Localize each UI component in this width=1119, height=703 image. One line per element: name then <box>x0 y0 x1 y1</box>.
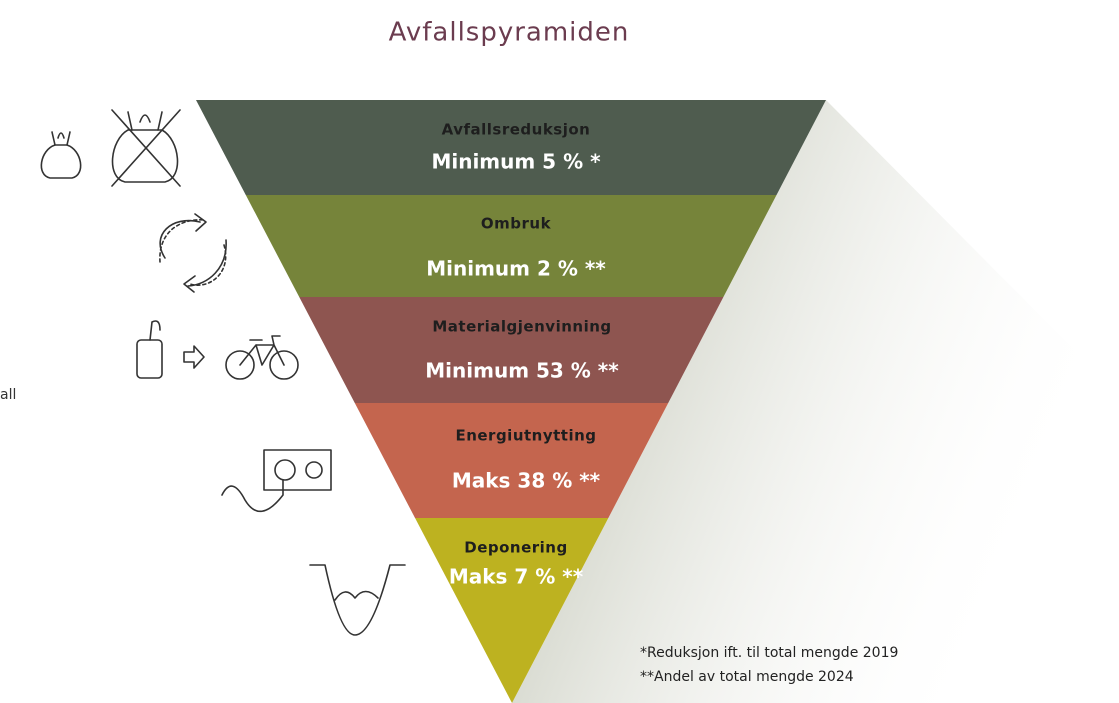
level-label: Minimum 5 % * <box>431 150 601 174</box>
pyramid-level <box>415 518 609 703</box>
pyramid: Avfallsreduksjon Minimum 5 % * Ombruk Minim… <box>196 100 826 703</box>
icons <box>40 109 406 636</box>
side-text: all <box>0 387 16 403</box>
level-name: Avfallsreduksjon <box>442 121 591 139</box>
level-name: Ombruk <box>481 215 552 233</box>
pyramid-level <box>299 297 724 403</box>
shadow <box>512 100 1119 703</box>
level-label: Minimum 2 % ** <box>426 257 606 281</box>
footnote: *Reduksjon ift. til total mengde 2019 <box>640 645 898 661</box>
icon-reuse <box>159 213 227 293</box>
icon-socket <box>221 449 332 513</box>
level-name: Materialgjenvinning <box>432 318 611 336</box>
footnote: **Andel av total mengde 2024 <box>640 669 854 685</box>
pyramid-level <box>354 403 669 518</box>
level-name: Energiutnytting <box>455 427 596 445</box>
level-name: Deponering <box>464 539 567 557</box>
title: Avfallspyramiden <box>389 18 630 48</box>
pyramid-level <box>196 100 826 195</box>
level-label: Maks 38 % ** <box>452 469 601 493</box>
icon-recycle <box>136 320 299 380</box>
level-label: Maks 7 % ** <box>449 565 584 589</box>
icon-bags <box>40 109 181 187</box>
icon-landfill <box>309 564 406 636</box>
pyramid-level <box>245 195 777 297</box>
level-label: Minimum 53 % ** <box>425 359 619 383</box>
